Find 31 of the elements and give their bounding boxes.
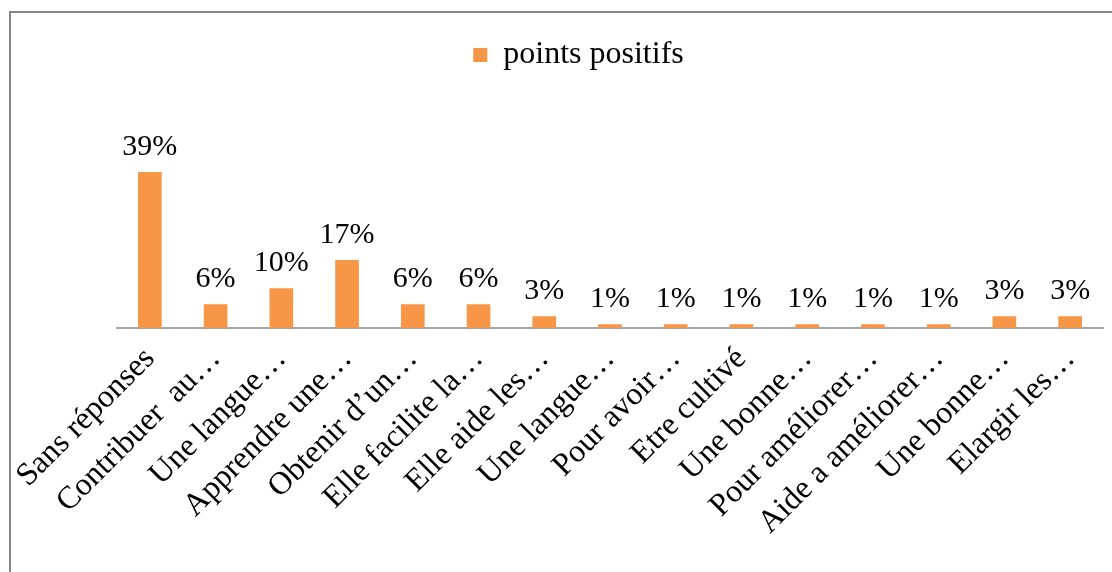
bar: [466, 304, 491, 329]
data-label: 1%: [655, 280, 696, 314]
data-label: 17%: [319, 215, 375, 249]
bar: [992, 316, 1017, 329]
bar: [861, 324, 885, 329]
legend-label: points positifs: [503, 34, 684, 71]
bar: [335, 260, 359, 329]
data-label: 6%: [195, 260, 236, 294]
bar: [138, 172, 162, 329]
bar: [269, 288, 294, 329]
data-label: 10%: [253, 244, 309, 278]
bar: [532, 316, 557, 329]
bar: [926, 324, 951, 329]
data-label: 3%: [524, 272, 565, 306]
data-label: 1%: [787, 280, 828, 314]
data-label: 39%: [122, 127, 178, 161]
bar: [663, 324, 688, 329]
data-label: 1%: [918, 280, 959, 314]
bar: [598, 324, 622, 329]
data-label: 6%: [392, 260, 433, 294]
data-label: 6%: [458, 260, 499, 294]
data-label: 3%: [984, 272, 1025, 306]
bar: [400, 304, 425, 329]
data-label: 1%: [721, 280, 762, 314]
bar: [1058, 316, 1082, 329]
bar: [729, 324, 754, 329]
bar: [795, 324, 820, 329]
data-label: 3%: [1050, 272, 1091, 306]
data-label: 1%: [590, 280, 630, 314]
data-label: 1%: [852, 280, 893, 314]
bar: [203, 304, 228, 329]
